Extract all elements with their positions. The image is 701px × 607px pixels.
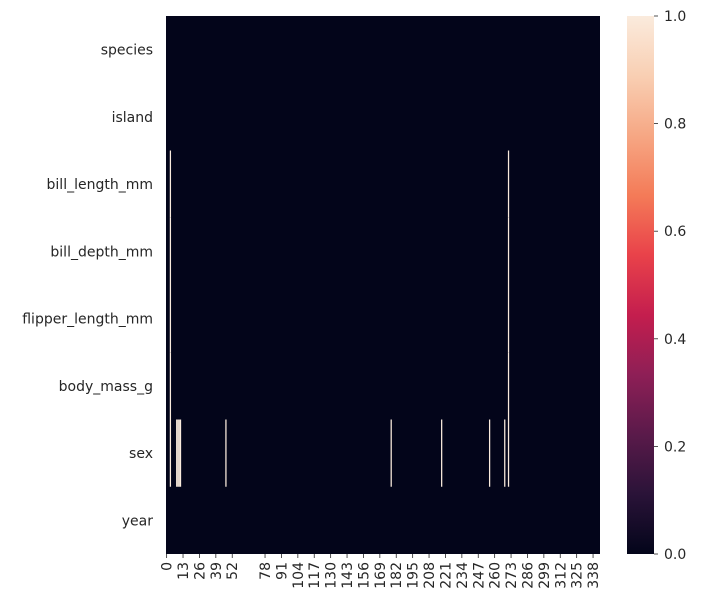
heatmap-cell-body_mass_g-271 [507, 352, 510, 420]
colorbar-tick-label-0.8: 0.8 [664, 117, 686, 133]
x-tick-label-52: 52 [225, 562, 241, 580]
row-label-species: species [101, 43, 153, 59]
heatmap-cells [169, 150, 510, 487]
column-tick-labels: 0 13 26 39 52 78 91 104 117 130 143 156 169 182 195 208… [160, 554, 602, 589]
x-tick-label-104: 104 [291, 562, 307, 589]
row-label-flipper_length_mm: flipper_length_mm [22, 312, 153, 328]
x-tick-label-338: 338 [586, 562, 602, 589]
heatmap-cell-sex-178 [390, 419, 392, 487]
x-tick-label-91: 91 [274, 562, 290, 580]
x-tick-label-247: 247 [471, 562, 487, 589]
colorbar-tick-label-0.0: 0.0 [664, 547, 686, 563]
x-tick-label-286: 286 [520, 562, 536, 589]
x-tick-label-0: 0 [160, 562, 176, 571]
x-tick-label-13: 13 [176, 562, 192, 580]
x-tick-label-143: 143 [340, 562, 356, 589]
colorbar-ticks: 0.0 0.2 0.4 0.6 0.8 1.0 [654, 9, 686, 563]
heatmap-cell-bill_depth_mm-3 [169, 217, 172, 285]
heatmap-cell-body_mass_g-3 [169, 352, 172, 420]
heatmap-cell-sex-11 [179, 419, 182, 487]
heatmap-cell-sex-268 [504, 419, 506, 487]
x-tick-label-78: 78 [258, 562, 274, 580]
colorbar-tick-label-0.6: 0.6 [664, 224, 686, 240]
heatmap-cell-flipper_length_mm-271 [507, 285, 510, 353]
colorbar [627, 16, 654, 554]
x-tick-label-26: 26 [192, 562, 208, 580]
x-tick-label-169: 169 [373, 562, 389, 589]
x-tick-label-260: 260 [488, 562, 504, 589]
row-label-body_mass_g: body_mass_g [59, 379, 153, 395]
x-tick-label-39: 39 [209, 562, 225, 580]
x-tick-label-273: 273 [504, 562, 520, 589]
x-tick-label-325: 325 [570, 562, 586, 589]
heatmap-cell-sex-10 [178, 419, 180, 487]
row-label-year: year [122, 513, 153, 529]
row-label-bill_length_mm: bill_length_mm [47, 177, 153, 193]
x-tick-label-130: 130 [324, 562, 340, 589]
x-tick-label-117: 117 [307, 562, 323, 589]
x-tick-label-299: 299 [537, 562, 553, 589]
heatmap-cell-sex-47 [225, 419, 227, 487]
heatmap-cell-bill_length_mm-271 [507, 150, 510, 218]
x-tick-label-221: 221 [438, 562, 454, 589]
colorbar-tick-label-0.4: 0.4 [664, 332, 686, 348]
x-tick-label-182: 182 [389, 562, 405, 589]
heatmap-cell-bill_length_mm-3 [169, 150, 172, 218]
x-tick-label-156: 156 [356, 562, 372, 589]
x-tick-label-195: 195 [406, 562, 422, 589]
heatmap-background [166, 16, 600, 554]
heatmap-cell-bill_depth_mm-271 [507, 217, 510, 285]
row-label-sex: sex [129, 446, 153, 462]
heatmap-cell-sex-8 [176, 419, 178, 487]
heatmap-cell-sex-271 [507, 419, 510, 487]
row-label-island: island [112, 110, 153, 126]
row-label-bill_depth_mm: bill_depth_mm [50, 244, 153, 260]
x-tick-label-312: 312 [553, 562, 569, 589]
x-tick-label-208: 208 [422, 562, 438, 589]
heatmap-cell-sex-3 [169, 419, 172, 487]
heatmap-cell-sex-9 [177, 419, 179, 487]
heatmap-cell-flipper_length_mm-3 [169, 285, 172, 353]
heatmap-cell-sex-256 [488, 419, 491, 487]
heatmap-cell-sex-218 [441, 419, 443, 487]
colorbar-tick-label-0.2: 0.2 [664, 439, 686, 455]
x-tick-label-234: 234 [455, 562, 471, 589]
colorbar-tick-label-1.0: 1.0 [664, 9, 686, 25]
row-labels: species island bill_length_mm bill_depth_mm… [22, 43, 153, 530]
